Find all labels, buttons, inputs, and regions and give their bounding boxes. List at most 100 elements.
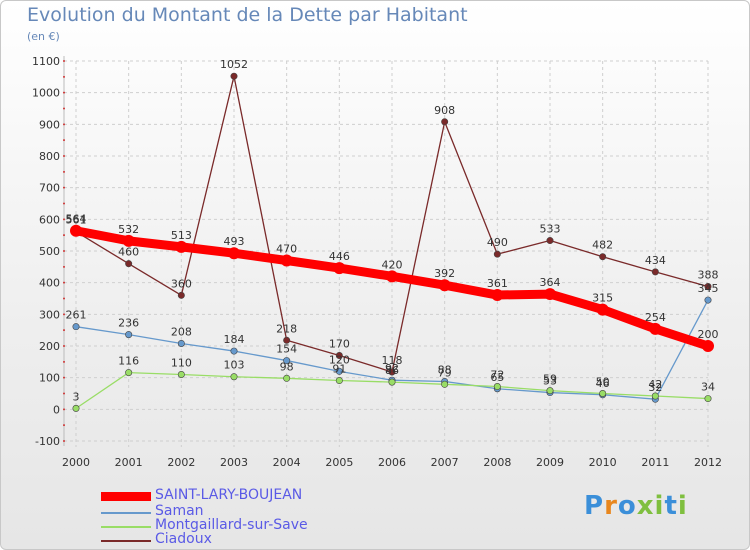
data-label: 154 — [276, 343, 297, 356]
y-axis-tick — [63, 139, 65, 142]
y-tick-label: 0 — [53, 403, 60, 416]
y-axis-tick — [63, 345, 65, 347]
data-point — [228, 247, 240, 260]
data-label: 564 — [66, 213, 87, 226]
data-label: 120 — [329, 353, 350, 366]
y-tick-label: 800 — [39, 150, 60, 163]
x-tick-label: 2006 — [378, 456, 406, 469]
y-axis-tick — [63, 376, 65, 379]
data-point — [122, 234, 135, 247]
y-axis-tick — [63, 250, 65, 252]
data-point — [177, 339, 185, 347]
data-label: 86 — [385, 364, 399, 377]
x-tick-label: 2001 — [115, 456, 143, 469]
y-axis-tick — [63, 202, 65, 205]
data-label: 50 — [596, 376, 610, 389]
data-label: 116 — [118, 355, 139, 368]
data-point — [651, 268, 659, 276]
y-axis-tick — [63, 329, 65, 332]
data-point — [230, 373, 238, 381]
data-label: 32 — [648, 381, 662, 394]
data-point — [335, 351, 343, 359]
y-axis-tick — [63, 297, 65, 300]
data-point — [335, 367, 343, 375]
y-axis-tick — [63, 392, 65, 395]
data-label: 908 — [434, 104, 455, 117]
x-tick-label: 2012 — [694, 456, 722, 469]
logo-letter: P — [584, 491, 605, 521]
legend-swatch — [101, 512, 151, 514]
data-label: 103 — [224, 359, 245, 372]
data-point — [493, 250, 501, 258]
logo-letter: r — [604, 491, 618, 521]
y-tick-label: 600 — [39, 213, 60, 226]
legend-item-ciadoux: Ciadoux — [101, 531, 401, 549]
x-tick-label: 2007 — [431, 456, 459, 469]
y-axis-tick — [63, 75, 65, 78]
data-point — [544, 288, 556, 301]
logo-letter: i — [654, 491, 665, 521]
data-point — [335, 377, 343, 385]
proxiti-logo: Proxiti — [584, 491, 688, 521]
data-label: 532 — [118, 223, 139, 236]
y-tick-label: 200 — [39, 340, 60, 353]
data-label: 59 — [543, 373, 557, 386]
y-tick-label: 900 — [39, 118, 60, 131]
data-point — [125, 331, 133, 339]
data-point — [72, 323, 80, 331]
data-label: 254 — [645, 311, 666, 324]
y-tick-label: 1000 — [32, 87, 60, 100]
legend-swatch — [101, 526, 151, 528]
data-label: 118 — [382, 354, 403, 367]
data-label: 345 — [698, 282, 719, 295]
y-axis-tick — [63, 218, 65, 221]
data-label: 482 — [592, 239, 613, 252]
data-label: 92 — [385, 362, 399, 375]
data-point — [125, 369, 133, 377]
data-label: 200 — [698, 328, 719, 341]
data-label: 460 — [118, 246, 139, 259]
data-label: 53 — [543, 375, 557, 388]
y-axis-tick — [63, 281, 65, 284]
data-point — [125, 260, 133, 268]
data-point — [493, 383, 501, 391]
data-label: 1052 — [220, 58, 248, 71]
y-tick-label: -100 — [35, 435, 60, 448]
legend-item-montgaillard-sur-save: Montgaillard-sur-Save — [101, 517, 401, 535]
data-label: 388 — [698, 268, 719, 281]
data-point — [175, 240, 188, 253]
x-tick-label: 2002 — [167, 456, 195, 469]
data-point — [388, 368, 396, 376]
chart-subtitle: (en €) — [27, 30, 60, 43]
data-label: 513 — [171, 229, 192, 242]
x-tick-label: 2003 — [220, 456, 248, 469]
y-axis-tick — [63, 360, 65, 363]
data-point — [704, 282, 712, 290]
x-tick-label: 2000 — [62, 456, 90, 469]
data-point — [230, 72, 238, 80]
data-point — [70, 224, 82, 237]
data-label: 98 — [280, 360, 294, 373]
data-label: 360 — [171, 277, 192, 290]
x-tick-label: 2004 — [273, 456, 301, 469]
data-label: 218 — [276, 322, 297, 335]
logo-letter: o — [617, 491, 637, 521]
data-point — [702, 340, 714, 352]
data-label: 79 — [438, 366, 452, 379]
y-axis-tick — [63, 91, 65, 94]
data-label: 470 — [276, 243, 297, 256]
chart-title: Evolution du Montant de la Dette par Hab… — [27, 4, 468, 26]
data-point — [177, 291, 185, 299]
legend-swatch — [101, 540, 151, 542]
y-axis-tick — [63, 155, 65, 157]
data-label: 184 — [224, 333, 245, 346]
data-label: 91 — [332, 363, 346, 376]
data-label: 208 — [171, 325, 192, 338]
data-label: 392 — [434, 267, 455, 280]
y-axis-tick — [63, 107, 65, 110]
legend-label: Montgaillard-sur-Save — [155, 517, 308, 533]
data-point — [230, 347, 238, 355]
y-tick-label: 400 — [39, 277, 60, 290]
legend-item-saman: Saman — [101, 503, 401, 521]
